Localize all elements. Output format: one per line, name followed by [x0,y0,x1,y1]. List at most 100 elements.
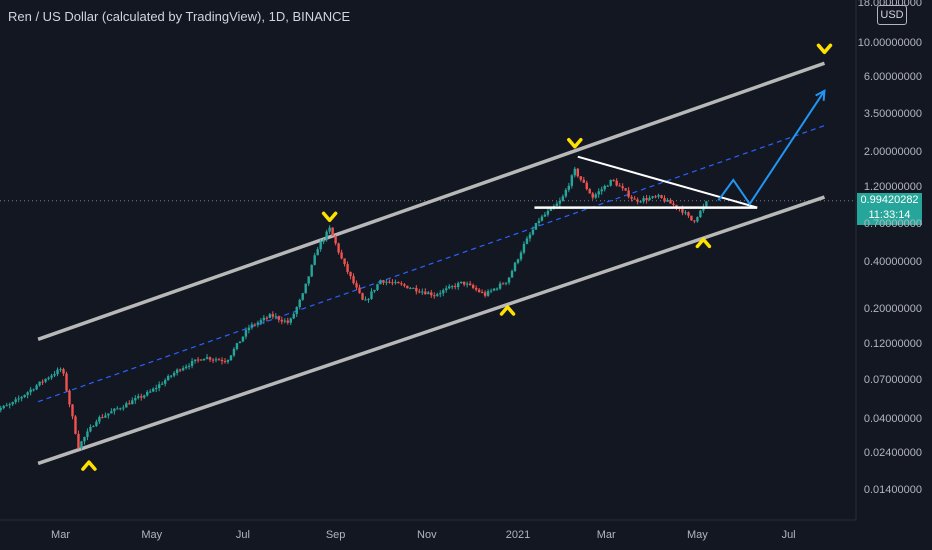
candle-body [56,369,59,375]
candle-body [29,389,32,393]
candle-body [149,391,152,393]
candle-body [480,291,484,293]
candle-body [522,243,526,253]
candle-body [591,193,594,198]
candle-body [504,282,508,284]
candle-body [513,262,517,271]
candle-body [229,355,233,361]
candle-body [83,437,86,442]
time-tick-label: Jul [235,529,250,541]
time-tick-label: Sep [325,529,346,541]
candle-body [160,383,164,385]
candle-body [41,381,44,383]
candle-body [594,194,597,198]
candle-body [295,307,298,314]
candle-body [385,281,388,283]
candle-body [555,203,559,206]
candle-body [412,287,415,289]
candle-body [666,199,669,202]
candle-body [220,359,224,362]
candle-body [696,217,699,222]
candle-body [313,255,316,265]
candle-body [223,361,227,363]
candle-body [549,207,553,211]
candle-body [681,208,684,213]
candle-body [172,372,176,376]
candle-body [421,291,424,293]
candle-body [445,288,448,291]
channel-mid-line [37,125,825,403]
candle-body [316,249,319,256]
candle-body [409,288,412,290]
candle-body [615,180,618,186]
price-tick-label: 0.12000000 [863,337,922,350]
candle-body [322,239,325,242]
candle-body [277,316,280,320]
candle-body [71,404,74,417]
candle-body [23,394,26,398]
candle-body [454,286,457,288]
candle-body [211,359,215,361]
candle-body [465,283,469,285]
candle-body [310,264,313,277]
candle-body [122,407,125,409]
candle-body [47,377,50,379]
time-tick-label: Nov [417,529,437,541]
candle-body [178,369,182,371]
candle-body [307,276,310,284]
candle-body [654,196,657,198]
candle-body [184,366,188,369]
candle-body [495,288,499,290]
candle-body [648,197,651,201]
candle-body [298,299,301,308]
candle-body [169,375,173,377]
candle-body [193,359,197,362]
candle-body [125,403,128,408]
candle-body [241,336,245,342]
candle-body [540,216,544,221]
candle-body [343,258,346,265]
candle-body [5,405,8,407]
candle-body [59,369,62,371]
candle-body [101,417,104,419]
candle-body [705,201,708,207]
candle-body [483,292,487,296]
candle-body [8,404,11,406]
candle-body [370,291,373,299]
candle-body [582,179,585,183]
candle-body [645,198,648,201]
candle-body [621,186,624,189]
candle-body [235,343,239,349]
candle-body [501,283,505,285]
chevron-down-icon [816,43,833,55]
candle-body [146,391,149,396]
candle-body [116,408,119,410]
candle-body [259,320,263,323]
currency-button[interactable]: USD [877,5,907,25]
price-tick-label: 0.20000000 [863,303,922,315]
candle-body [155,388,158,390]
price-tick-label: 0.02400000 [863,447,922,460]
bar-countdown: 11:33:14 [868,209,911,221]
candle-body [137,396,140,399]
chevron-down-icon [321,211,338,223]
candle-body [474,287,478,290]
candle-body [166,375,170,381]
candle-body [361,293,364,300]
candle-body [543,214,547,217]
candle-body [373,289,376,292]
price-tick-label: 10.00000000 [857,36,922,49]
candle-body [600,189,603,192]
candle-body [232,348,236,356]
candle-body [301,293,304,300]
candle-body [687,212,690,216]
candle-body [358,287,361,294]
candle-body [202,358,206,361]
candle-body [196,359,200,361]
candle-body [585,182,588,190]
candle-body [507,277,511,283]
candle-body [558,200,562,204]
candle-body [531,229,535,235]
candle-body [663,198,666,202]
